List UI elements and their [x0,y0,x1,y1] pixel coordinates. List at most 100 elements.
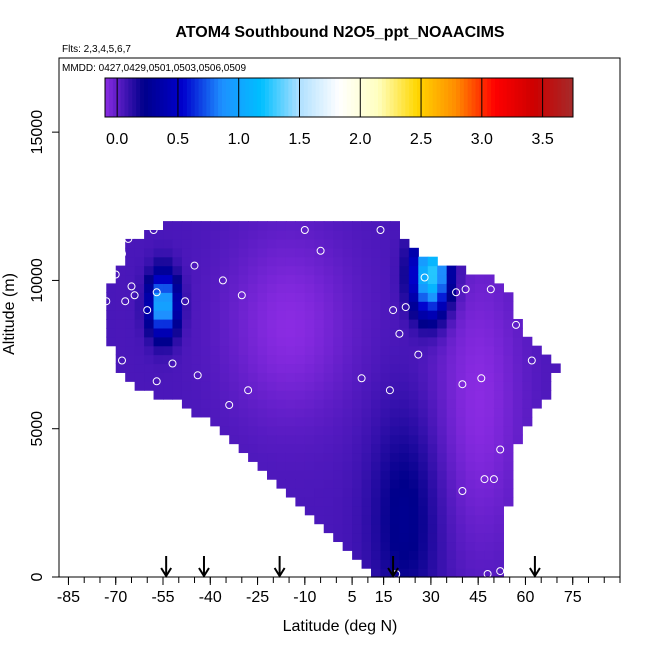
heatmap-cell [210,381,221,391]
heatmap-cell [106,327,117,338]
heatmap-cell [200,301,211,311]
heatmap-cell [323,399,334,409]
heatmap-cell [333,256,344,267]
heatmap-cell [229,363,240,373]
heatmap-cell [342,265,353,276]
heatmap-cell [191,238,202,249]
heatmap-cell [437,479,448,489]
heatmap-cell [153,381,164,391]
heatmap-cell [475,514,486,525]
heatmap-cell [380,496,391,507]
heatmap-cell [163,256,174,267]
heatmap-cell [399,523,410,534]
heatmap-cell [361,381,372,391]
heatmap-cell [125,327,136,338]
heatmap-cell [267,292,278,302]
colorbar-swatch [198,78,203,117]
heatmap-cell [371,461,382,471]
heatmap-cell [446,407,457,418]
heatmap-cell [295,363,306,373]
heatmap-cell [475,354,486,365]
heatmap-cell [380,230,391,240]
heatmap-cell [257,381,268,391]
heatmap-cell [493,523,504,534]
x-tick-label: 5 [348,589,357,606]
heatmap-cell [389,559,400,569]
heatmap-cell [361,505,372,516]
heatmap-cell [371,496,382,507]
heatmap-cell [389,479,400,489]
sample-point [244,386,253,395]
heatmap-cell [418,407,429,418]
heatmap-cell [285,221,296,231]
colorbar-swatch [284,78,289,117]
heatmap-cell [267,425,278,436]
heatmap-cell [531,363,542,373]
colorbar-swatch [545,78,551,117]
heatmap-cell [342,354,353,365]
heatmap-cell [285,318,296,329]
colorbar-swatch [378,78,383,117]
heatmap-cell [181,274,192,284]
heatmap-cell [323,345,334,356]
heatmap-cell [229,301,240,311]
heatmap-cell [285,416,296,427]
heatmap-cell [191,310,202,320]
heatmap-cell [333,407,344,418]
heatmap-cell [219,221,230,231]
heatmap-cell [456,301,467,311]
heatmap-cell [389,532,400,543]
heatmap-cell [456,523,467,534]
heatmap-cell [475,390,486,400]
heatmap-cell [210,230,221,240]
heatmap-cell [333,416,344,427]
colorbar-swatch [233,78,239,117]
heatmap-cell [465,559,476,569]
heatmap-cell [475,470,486,480]
heatmap-cell [342,274,353,284]
heatmap-cell [181,381,192,391]
y-tick-label: 15000 [29,110,46,155]
heatmap-cell [427,505,438,516]
heatmap-cell [181,310,192,320]
heatmap-cell [200,345,211,356]
heatmap-cell [295,452,306,462]
heatmap-cell [484,327,495,338]
heatmap-cell [238,327,249,338]
heatmap-cell [163,230,174,240]
heatmap-cell [191,265,202,276]
heatmap-cell [418,283,429,293]
heatmap-cell [304,372,315,382]
heatmap-cell [371,265,382,276]
heatmap-cell [371,559,382,569]
heatmap-cell [550,363,561,373]
heatmap-cell [125,318,136,329]
heatmap-cell [465,550,476,560]
sample-point [218,276,227,285]
heatmap-cell [418,354,429,365]
heatmap-cell [399,488,410,498]
heatmap-cell [295,265,306,276]
heatmap-cell [380,416,391,427]
heatmap-cell [465,443,476,454]
heatmap-cell [456,318,467,329]
heatmap-cell [380,470,391,480]
heatmap-cell [352,532,363,543]
colorbar-swatch [522,78,527,117]
heatmap-cell [219,416,230,427]
colorbar-swatch [268,78,274,117]
heatmap-cell [219,238,230,249]
heatmap-cell [418,443,429,454]
colorbar-swatch [214,78,219,117]
heatmap-cell [475,425,486,436]
heatmap-cell [484,559,495,569]
heatmap-cell [267,381,278,391]
colorbar-swatch [155,78,161,117]
heatmap-cell [427,559,438,569]
heatmap-cell [465,363,476,373]
heatmap-cell [304,292,315,302]
heatmap-cell [323,381,334,391]
heatmap-cell [153,354,164,365]
heatmap-cell [352,345,363,356]
heatmap-cell [106,336,117,347]
